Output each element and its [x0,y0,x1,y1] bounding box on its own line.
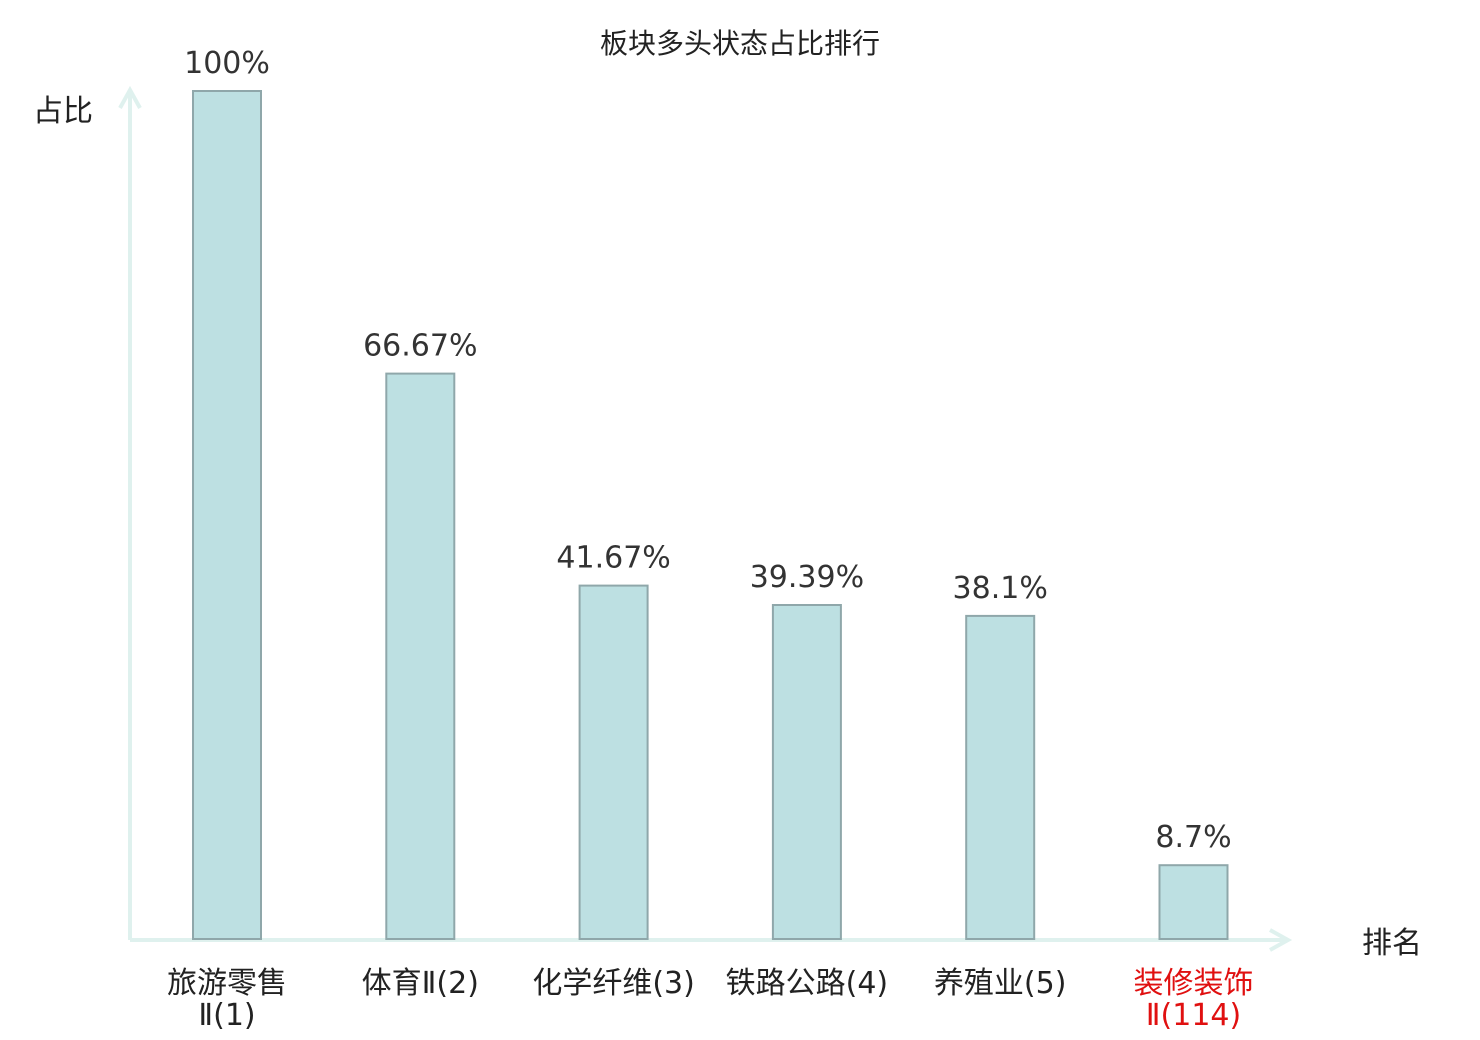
y-axis-arrow-icon [118,85,142,109]
category-sublabel: Ⅱ(1) [198,998,255,1033]
category-label: 化学纤维(3) [532,966,695,1001]
x-axis-label: 排名 [1362,926,1422,961]
bar-value-label: 38.1% [953,571,1048,606]
category-label: 体育Ⅱ(2) [362,966,479,1001]
y-axis [118,85,142,940]
bar-value-label: 66.67% [363,329,477,364]
bar [192,90,262,940]
category-label: 旅游零售 [167,966,287,1001]
y-axis-label: 占比 [33,94,93,129]
bars-group [192,90,1229,941]
bar [771,604,842,940]
bar [578,584,649,940]
category-sublabel: Ⅱ(114) [1146,998,1241,1033]
bar [965,614,1036,941]
bar [1158,864,1229,941]
category-label: 铁路公路(4) [726,966,889,1001]
x-axis-arrow-icon [1269,928,1293,952]
category-label: 装修装饰 [1134,966,1254,1001]
value-labels-group: 100% 66.67% 41.67% 39.39% 38.1% 8.7% [184,46,1232,855]
chart-title: 板块多头状态占比排行 [600,27,880,60]
bar-value-label: 39.39% [750,560,864,595]
bar-value-label: 41.67% [556,541,670,576]
category-label: 养殖业(5) [934,966,1067,1001]
bar [385,372,456,941]
bar-value-label: 8.7% [1155,820,1231,855]
bar-value-label: 100% [184,46,270,81]
x-axis [130,928,1293,952]
